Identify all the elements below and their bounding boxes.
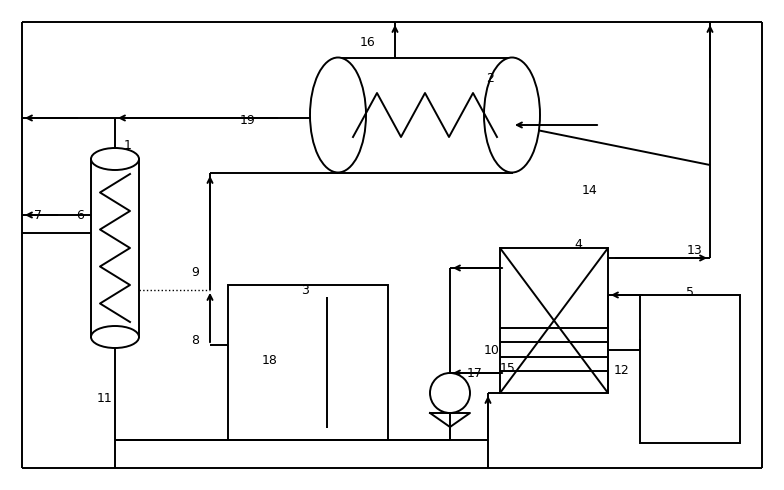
Text: 14: 14 bbox=[583, 183, 598, 196]
Text: 17: 17 bbox=[467, 367, 483, 379]
Text: 2: 2 bbox=[486, 72, 494, 84]
Ellipse shape bbox=[91, 148, 139, 170]
Circle shape bbox=[430, 373, 470, 413]
Text: 12: 12 bbox=[614, 364, 630, 376]
Text: 5: 5 bbox=[686, 286, 694, 298]
Text: 1: 1 bbox=[124, 139, 132, 151]
Ellipse shape bbox=[91, 326, 139, 348]
Text: 10: 10 bbox=[484, 343, 500, 357]
Bar bbox=[500, 248, 608, 393]
Bar bbox=[228, 285, 388, 440]
Text: 7: 7 bbox=[34, 209, 42, 221]
Text: 18: 18 bbox=[262, 353, 278, 367]
Ellipse shape bbox=[484, 57, 540, 172]
Text: 13: 13 bbox=[687, 244, 703, 256]
Text: 3: 3 bbox=[301, 284, 309, 296]
Bar bbox=[338, 58, 512, 173]
Text: 4: 4 bbox=[574, 238, 582, 250]
Ellipse shape bbox=[310, 57, 366, 172]
Text: 19: 19 bbox=[240, 114, 256, 126]
Text: 6: 6 bbox=[76, 209, 84, 221]
Text: 8: 8 bbox=[191, 334, 199, 346]
Text: 9: 9 bbox=[191, 266, 199, 278]
Bar bbox=[640, 295, 740, 443]
Bar bbox=[91, 159, 139, 337]
Text: 11: 11 bbox=[97, 392, 113, 405]
Text: 16: 16 bbox=[360, 35, 376, 49]
Text: 15: 15 bbox=[500, 362, 516, 374]
